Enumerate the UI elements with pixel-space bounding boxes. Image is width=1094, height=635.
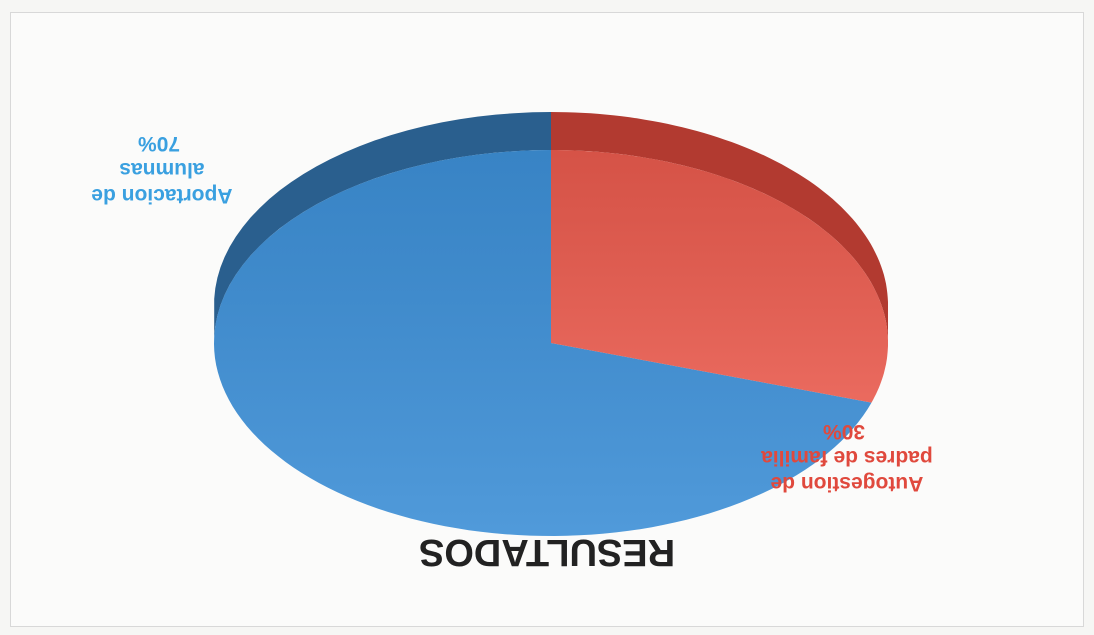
pie-slice-shade-aportacion — [214, 150, 872, 536]
data-label-aportacion-line-2: alumnas — [119, 158, 204, 181]
pie-top-group — [214, 150, 888, 536]
data-label-aportacion-line-1: Aportacion de — [91, 184, 232, 207]
pie-side-aportacion — [214, 112, 551, 337]
pie-slice-shade-autogestion — [551, 150, 888, 403]
data-label-autogestion-percent: 30% — [823, 420, 865, 443]
data-label-autogestion-line-2: padres de familia — [761, 446, 933, 469]
data-label-autogestion-line-1: Autogestion de — [771, 472, 924, 495]
pie-side-autogestion — [551, 112, 888, 340]
pie-side-group — [214, 112, 888, 340]
data-label-aportacion-percent: 70% — [138, 132, 180, 155]
data-label-autogestion: Autogestion de padres de familia 30% — [755, 420, 932, 495]
data-label-aportacion: Aportacion de alumnas 70% — [85, 132, 232, 207]
chart-title: RESULTADOS — [419, 531, 675, 573]
